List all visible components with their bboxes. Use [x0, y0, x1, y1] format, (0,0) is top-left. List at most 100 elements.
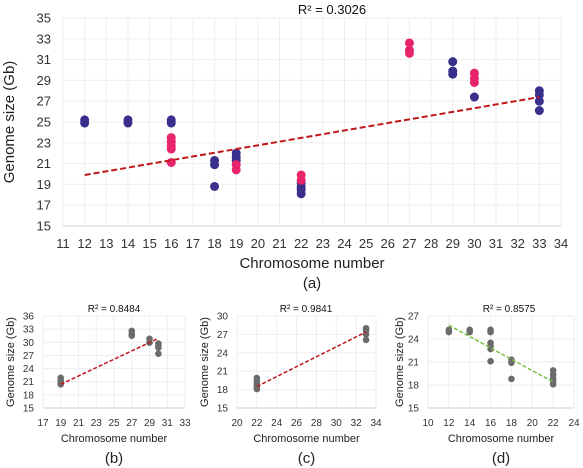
y-tick-label: 15 — [37, 219, 51, 234]
x-tick-label: 13 — [99, 236, 113, 251]
y-tick-label: 27 — [217, 330, 229, 341]
trendline — [256, 331, 367, 388]
x-tick-label: 23 — [316, 236, 330, 251]
y-tick-label: 24 — [217, 348, 229, 359]
r-squared-annotation: R² = 0.9841 — [280, 304, 333, 315]
x-tick-label: 19 — [229, 236, 243, 251]
data-point — [231, 165, 241, 175]
y-tick-label: 27 — [23, 351, 35, 362]
data-point — [296, 175, 306, 185]
r-squared-annotation: R² = 0.3026 — [298, 2, 366, 17]
data-point — [487, 357, 494, 365]
y-tick-label: 15 — [217, 404, 229, 415]
trendline — [60, 337, 159, 386]
y-tick-label: 35 — [37, 11, 51, 26]
x-tick-label: 32 — [510, 236, 524, 251]
x-tick-label: 24 — [568, 418, 580, 429]
y-axis-title: Genome size (Gb) — [394, 317, 406, 407]
data-point — [155, 350, 162, 357]
x-tick-label: 20 — [231, 418, 243, 429]
x-tick-label: 30 — [331, 418, 343, 429]
data-point — [166, 118, 176, 128]
y-tick-label: 27 — [408, 312, 420, 323]
x-tick-label: 26 — [291, 418, 303, 429]
y-tick-label: 21 — [23, 377, 35, 388]
x-tick-label: 10 — [422, 418, 434, 429]
x-tick-label: 25 — [108, 418, 120, 429]
y-tick-label: 18 — [408, 381, 420, 392]
r-squared-annotation: R² = 0.8484 — [88, 304, 141, 315]
panel-label: (c) — [298, 450, 316, 467]
x-tick-label: 27 — [126, 418, 138, 429]
x-tick-label: 33 — [532, 236, 546, 251]
y-tick-label: 15 — [23, 404, 35, 415]
y-tick-label: 24 — [23, 364, 35, 375]
data-point — [362, 336, 370, 344]
data-point — [210, 160, 220, 170]
data-point — [296, 189, 306, 199]
data-point — [448, 57, 458, 67]
y-tick-label: 31 — [37, 52, 51, 67]
x-tick-label: 26 — [381, 236, 395, 251]
x-tick-label: 31 — [489, 236, 503, 251]
x-tick-label: 25 — [359, 236, 373, 251]
data-point — [57, 381, 65, 388]
y-tick-label: 15 — [408, 404, 420, 415]
panel-label: (a) — [303, 275, 321, 292]
x-tick-label: 29 — [144, 418, 156, 429]
x-tick-label: 21 — [73, 418, 85, 429]
y-tick-label: 18 — [23, 390, 35, 401]
data-point — [404, 48, 414, 58]
data-point — [128, 332, 136, 340]
x-tick-label: 30 — [467, 236, 481, 251]
y-tick-label: 17 — [37, 198, 51, 213]
r-squared-annotation: R² = 0.8575 — [483, 304, 536, 315]
data-point — [253, 385, 261, 393]
x-axis-title: Chromosome number — [239, 255, 384, 272]
data-point — [549, 380, 557, 388]
panel-label: (b) — [105, 450, 123, 467]
y-axis-title: Genome size (Gb) — [199, 317, 211, 407]
y-tick-label: 36 — [23, 312, 35, 323]
x-tick-label: 28 — [311, 418, 323, 429]
x-tick-label: 16 — [164, 236, 178, 251]
data-point — [469, 77, 479, 87]
y-tick-label: 21 — [408, 358, 420, 369]
y-tick-label: 19 — [37, 177, 51, 192]
x-tick-label: 29 — [446, 236, 460, 251]
y-tick-label: 29 — [37, 73, 51, 88]
x-tick-label: 16 — [485, 418, 497, 429]
data-point — [534, 96, 544, 106]
data-point — [404, 38, 414, 48]
x-tick-label: 33 — [179, 418, 191, 429]
data-point — [508, 359, 515, 367]
y-tick-label: 21 — [37, 156, 51, 171]
x-tick-label: 20 — [527, 418, 539, 429]
data-point — [80, 118, 90, 128]
y-tick-label: 33 — [37, 31, 51, 46]
x-axis-title: Chromosome number — [61, 433, 168, 445]
x-tick-label: 12 — [443, 418, 455, 429]
x-axis-title: Chromosome number — [448, 433, 555, 445]
data-point — [469, 92, 479, 102]
x-tick-label: 17 — [37, 418, 49, 429]
x-tick-label: 31 — [162, 418, 174, 429]
panel-label: (d) — [492, 450, 510, 467]
x-tick-label: 23 — [91, 418, 103, 429]
y-tick-label: 21 — [217, 367, 229, 378]
x-tick-label: 11 — [56, 236, 70, 251]
data-point — [123, 118, 133, 128]
x-tick-label: 18 — [506, 418, 518, 429]
y-tick-label: 25 — [37, 115, 51, 130]
y-tick-label: 24 — [408, 335, 420, 346]
x-tick-label: 27 — [402, 236, 416, 251]
x-tick-label: 15 — [142, 236, 156, 251]
x-tick-label: 24 — [271, 418, 283, 429]
x-tick-label: 18 — [207, 236, 221, 251]
y-axis-title: Genome size (Gb) — [5, 317, 17, 407]
data-point — [487, 328, 494, 336]
y-tick-label: 33 — [23, 325, 35, 336]
x-tick-label: 22 — [548, 418, 560, 429]
data-point — [508, 375, 515, 383]
x-tick-label: 34 — [554, 236, 568, 251]
